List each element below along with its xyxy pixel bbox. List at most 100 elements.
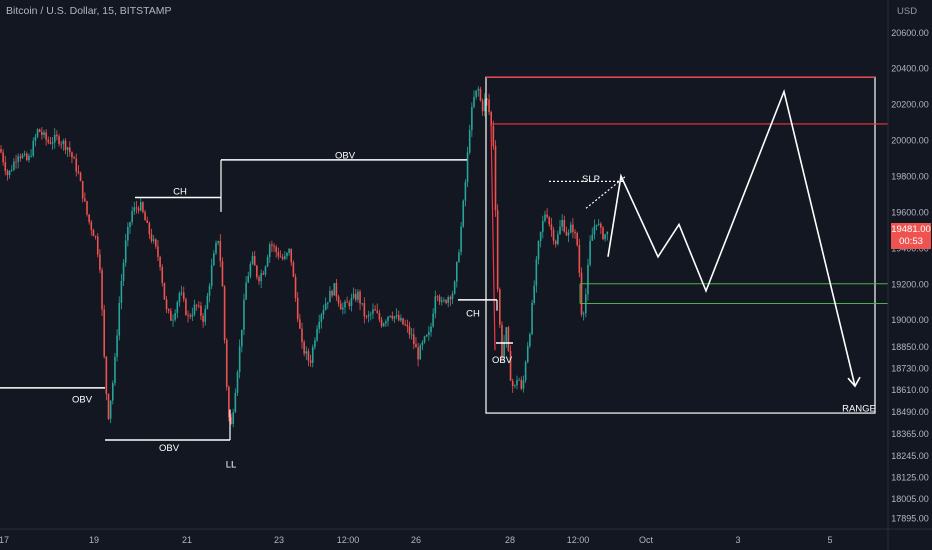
candle-body — [449, 297, 452, 300]
candle-body — [176, 302, 179, 314]
candle-body — [163, 282, 166, 300]
price-tick-label: 19600.00 — [891, 207, 929, 217]
currency-label: USD — [897, 6, 918, 17]
candle-body — [288, 248, 290, 253]
candle-body — [241, 329, 243, 347]
candle-body — [23, 153, 26, 155]
time-tick-label: 23 — [274, 535, 284, 545]
candle-body — [210, 265, 213, 286]
price-tick-label: 19800.00 — [891, 172, 929, 182]
candle-body — [251, 255, 254, 265]
candle-body — [501, 324, 503, 359]
price-axis[interactable]: 20600.00 20400.00 20200.00 20000.00 19800.00… — [887, 0, 929, 550]
candle-body — [36, 129, 39, 137]
candle-body — [374, 309, 376, 311]
candle-body — [228, 386, 230, 418]
candle-body — [262, 273, 265, 275]
candle-body — [324, 303, 327, 310]
candle-body — [193, 304, 196, 315]
candle-body — [253, 255, 256, 266]
candle-body — [365, 316, 368, 318]
price-tick-label: 20600.00 — [891, 28, 929, 38]
annotation-label-obv: OBV — [492, 355, 513, 366]
annotation-label-ch: CH — [466, 308, 480, 319]
time-axis[interactable]: 17 19 21 23 12:00 26 28 12:00 Oct 3 5 — [0, 528, 932, 545]
price-tick-label: 17895.00 — [891, 514, 929, 524]
candle-body — [133, 207, 136, 212]
candle-body — [578, 245, 581, 273]
projection-path — [607, 88, 856, 387]
candle-body — [32, 140, 35, 156]
candle-body — [468, 130, 471, 153]
candle-body — [275, 246, 277, 252]
candle-body — [511, 380, 514, 386]
candle-body — [591, 234, 594, 241]
candle-body — [314, 340, 316, 348]
candle-body — [529, 334, 531, 347]
candle-body — [13, 161, 15, 170]
candle-body — [320, 314, 323, 322]
candle-body — [378, 312, 381, 320]
candle-body — [311, 347, 314, 363]
symbol-title[interactable]: Bitcoin / U.S. Dollar, 15, BITSTAMP — [6, 5, 172, 17]
candle-body — [419, 345, 422, 360]
candle-body — [303, 342, 305, 354]
candle-body — [92, 229, 95, 237]
candle-body — [159, 256, 161, 268]
candle-body — [185, 299, 187, 315]
candle-body — [60, 143, 62, 145]
candle-body — [75, 158, 78, 172]
candle-body — [535, 259, 538, 286]
candle-body — [400, 318, 402, 321]
candle-body — [557, 234, 559, 245]
candle-body — [17, 156, 19, 162]
candle-body — [118, 302, 121, 336]
candle-body — [279, 256, 282, 258]
time-tick-label: 28 — [505, 535, 515, 545]
candle-body — [531, 302, 533, 335]
candle-body — [473, 97, 475, 108]
candle-body — [514, 385, 516, 386]
bar-countdown: 00:53 — [899, 236, 923, 248]
candle-body — [174, 313, 176, 320]
price-tick-label: 18125.00 — [891, 472, 929, 482]
price-tick-label: 20200.00 — [891, 100, 929, 110]
candle-body — [464, 182, 467, 201]
price-tick-label: 20000.00 — [891, 136, 929, 146]
candle-body — [593, 226, 596, 235]
candle-body — [382, 323, 385, 327]
candle-body — [144, 212, 146, 221]
annotation-label-ll: LL — [226, 459, 237, 470]
candle-body — [376, 310, 379, 313]
candle-body — [189, 315, 191, 317]
candle-body — [157, 246, 159, 257]
candle-body — [402, 318, 404, 325]
candle-body — [580, 272, 583, 315]
candle-body — [90, 222, 93, 230]
candle-body — [28, 155, 30, 161]
candle-body — [561, 220, 563, 227]
candle-body — [352, 293, 355, 298]
candle-body — [393, 316, 396, 319]
candle-body — [395, 315, 398, 317]
candle-body — [417, 347, 419, 360]
candle-body — [342, 307, 344, 310]
candle-body — [587, 264, 589, 295]
candle-body — [602, 227, 604, 240]
candle-body — [423, 336, 426, 343]
candle-body — [94, 236, 97, 237]
last-price-value: 19481.00 — [891, 224, 931, 236]
candle-body — [62, 140, 65, 144]
candle-body — [47, 139, 50, 143]
candle-body — [526, 346, 529, 363]
candle-body — [589, 240, 591, 265]
candle-body — [152, 239, 155, 241]
candle-body — [167, 309, 170, 311]
candle-body — [544, 214, 546, 221]
candle-body — [88, 214, 90, 223]
candle-body — [548, 217, 551, 225]
candle-body — [410, 334, 413, 336]
candle-body — [281, 256, 284, 259]
candle-body — [565, 231, 568, 236]
